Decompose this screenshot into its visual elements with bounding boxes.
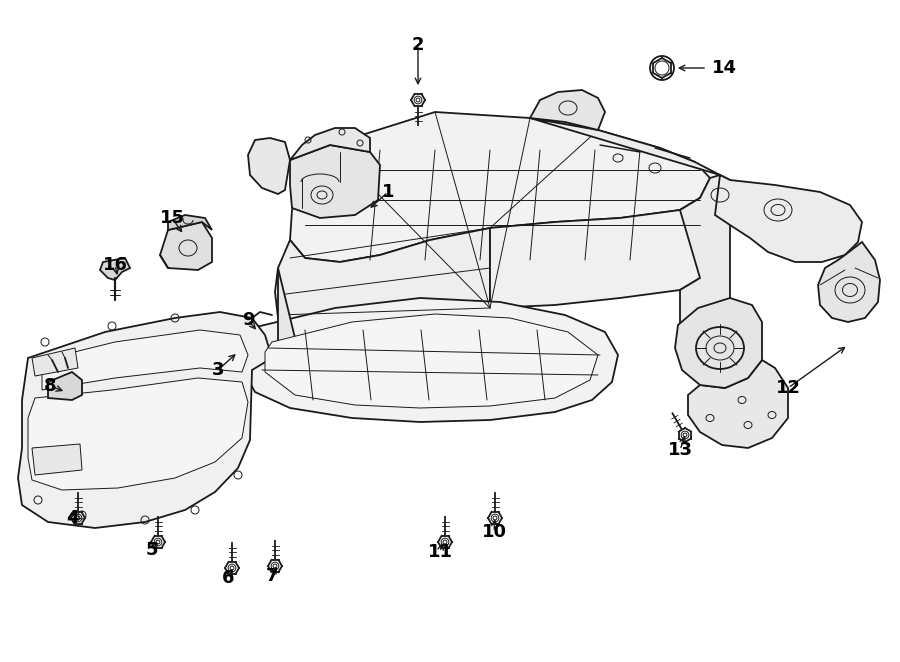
Polygon shape	[530, 90, 605, 130]
Text: 11: 11	[428, 543, 453, 561]
Text: 2: 2	[412, 36, 424, 54]
Polygon shape	[48, 372, 82, 400]
Polygon shape	[290, 128, 370, 160]
Polygon shape	[490, 198, 700, 308]
Text: 6: 6	[221, 569, 234, 587]
Polygon shape	[42, 330, 248, 390]
Polygon shape	[818, 242, 880, 322]
Polygon shape	[278, 268, 448, 402]
Polygon shape	[680, 175, 730, 335]
Polygon shape	[675, 298, 762, 388]
Text: 14: 14	[712, 59, 736, 77]
Text: 12: 12	[776, 379, 800, 397]
Text: 1: 1	[382, 183, 394, 201]
Polygon shape	[28, 378, 248, 490]
Polygon shape	[265, 314, 598, 408]
Text: 7: 7	[266, 567, 278, 585]
Text: 8: 8	[44, 377, 57, 395]
Polygon shape	[168, 215, 212, 230]
Text: 15: 15	[159, 209, 184, 227]
Polygon shape	[32, 444, 82, 475]
Text: 3: 3	[212, 361, 224, 379]
Text: 13: 13	[668, 441, 692, 459]
Polygon shape	[290, 112, 710, 262]
Text: 10: 10	[482, 523, 507, 541]
Polygon shape	[275, 228, 490, 342]
Polygon shape	[248, 138, 290, 194]
Polygon shape	[18, 312, 272, 528]
Polygon shape	[688, 360, 788, 448]
Polygon shape	[160, 222, 212, 270]
Polygon shape	[290, 145, 380, 218]
Text: 16: 16	[103, 256, 128, 274]
Text: 4: 4	[66, 509, 78, 527]
Polygon shape	[530, 118, 862, 262]
Polygon shape	[242, 298, 618, 422]
Text: 9: 9	[242, 311, 255, 329]
Text: 5: 5	[146, 541, 158, 559]
Polygon shape	[32, 348, 78, 376]
Polygon shape	[100, 258, 130, 280]
